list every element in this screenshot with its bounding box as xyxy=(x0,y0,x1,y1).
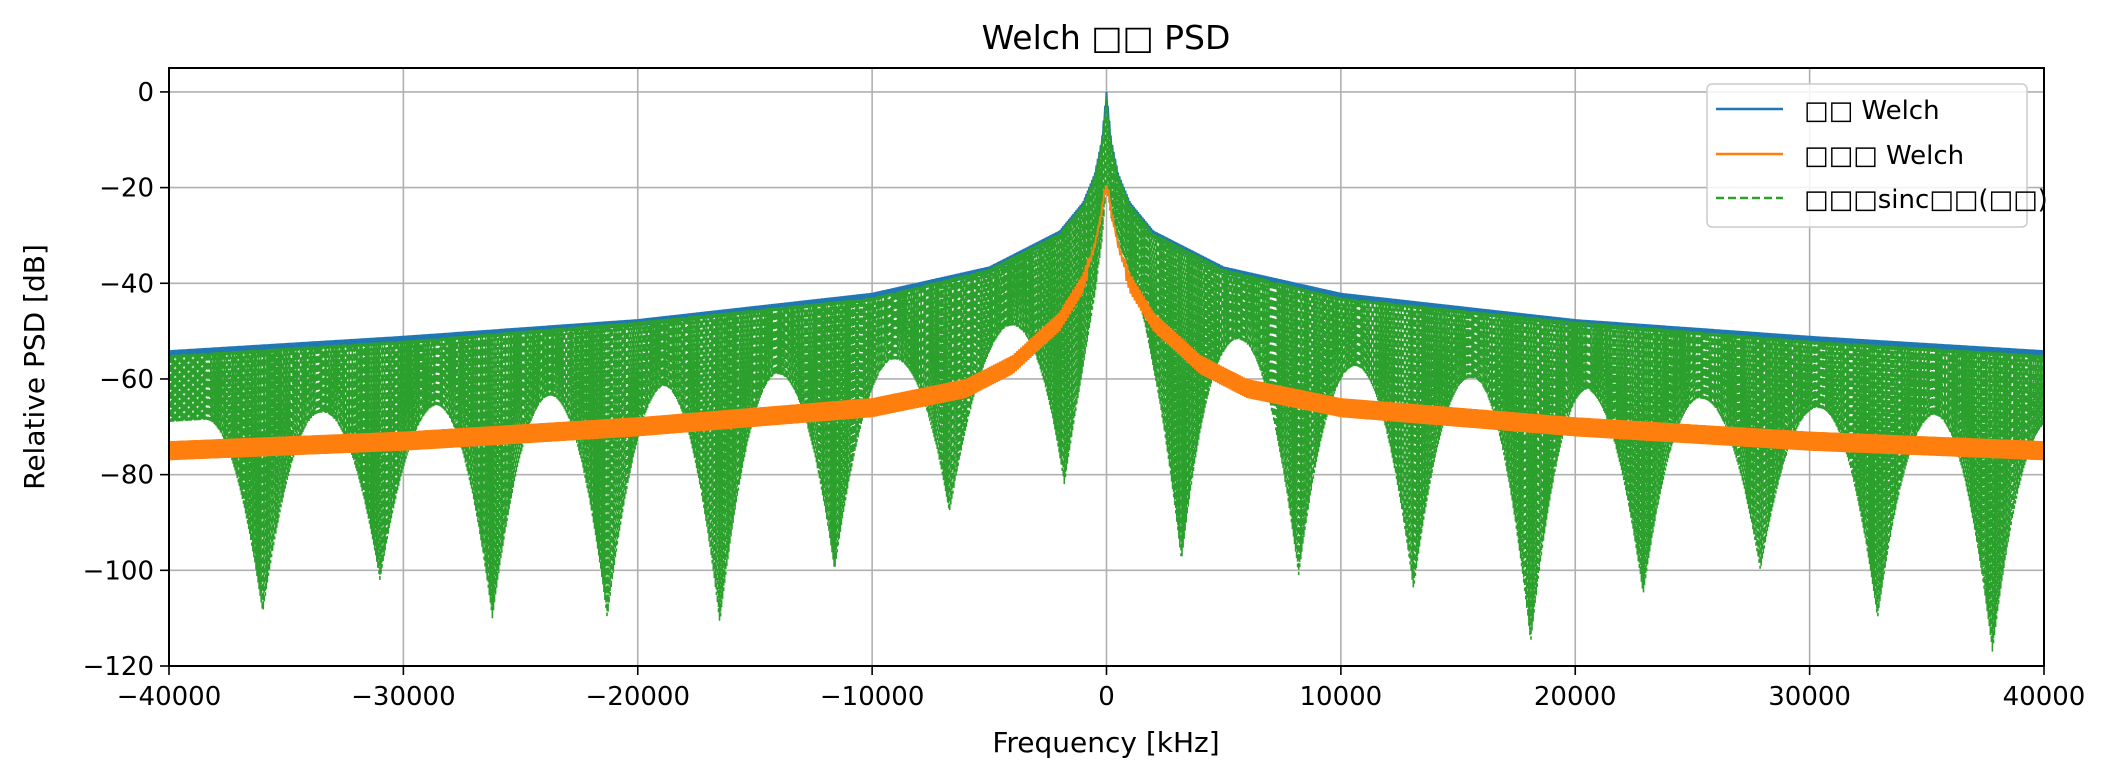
x-axis-label: Frequency [kHz] xyxy=(992,726,1219,759)
x-tick-label: −40000 xyxy=(117,682,222,712)
legend-label-welch-2: □□□ Welch xyxy=(1804,141,1964,171)
x-tick-label: 10000 xyxy=(1300,682,1383,712)
y-axis-ticks: 0 −20 −40 −60 −80 −100 −120 xyxy=(83,78,169,682)
x-tick-label: 30000 xyxy=(1768,682,1851,712)
y-tick-label: −100 xyxy=(83,556,154,586)
legend-label-welch: □□ Welch xyxy=(1804,96,1940,126)
x-tick-label: −30000 xyxy=(351,682,456,712)
series-line-sinc xyxy=(169,96,2044,652)
y-tick-label: −40 xyxy=(99,269,154,299)
y-tick-label: −60 xyxy=(99,365,154,395)
x-tick-label: 20000 xyxy=(1534,682,1617,712)
series-layer xyxy=(169,91,2044,652)
x-tick-label: 0 xyxy=(1098,682,1115,712)
y-tick-label: 0 xyxy=(137,78,154,108)
y-tick-label: −120 xyxy=(83,652,154,682)
legend-label-sinc: □□□sinc□□(□□) xyxy=(1804,185,2048,215)
legend-box xyxy=(1706,83,2028,228)
legend: □□ Welch □□□ Welch □□□sinc□□(□□) xyxy=(1706,83,2048,228)
x-tick-label: −10000 xyxy=(820,682,925,712)
y-tick-label: −80 xyxy=(99,461,154,491)
x-axis-ticks: −40000 −30000 −20000 −10000 0 10000 20000 30000… xyxy=(117,666,2086,712)
y-axis-label: Relative PSD [dB] xyxy=(18,244,51,490)
chart-title: Welch □□ PSD xyxy=(982,18,1231,57)
series-line-welch-2 xyxy=(169,185,2044,461)
x-tick-label: −20000 xyxy=(586,682,691,712)
y-tick-label: −20 xyxy=(99,174,154,204)
x-tick-label: 40000 xyxy=(2003,682,2086,712)
